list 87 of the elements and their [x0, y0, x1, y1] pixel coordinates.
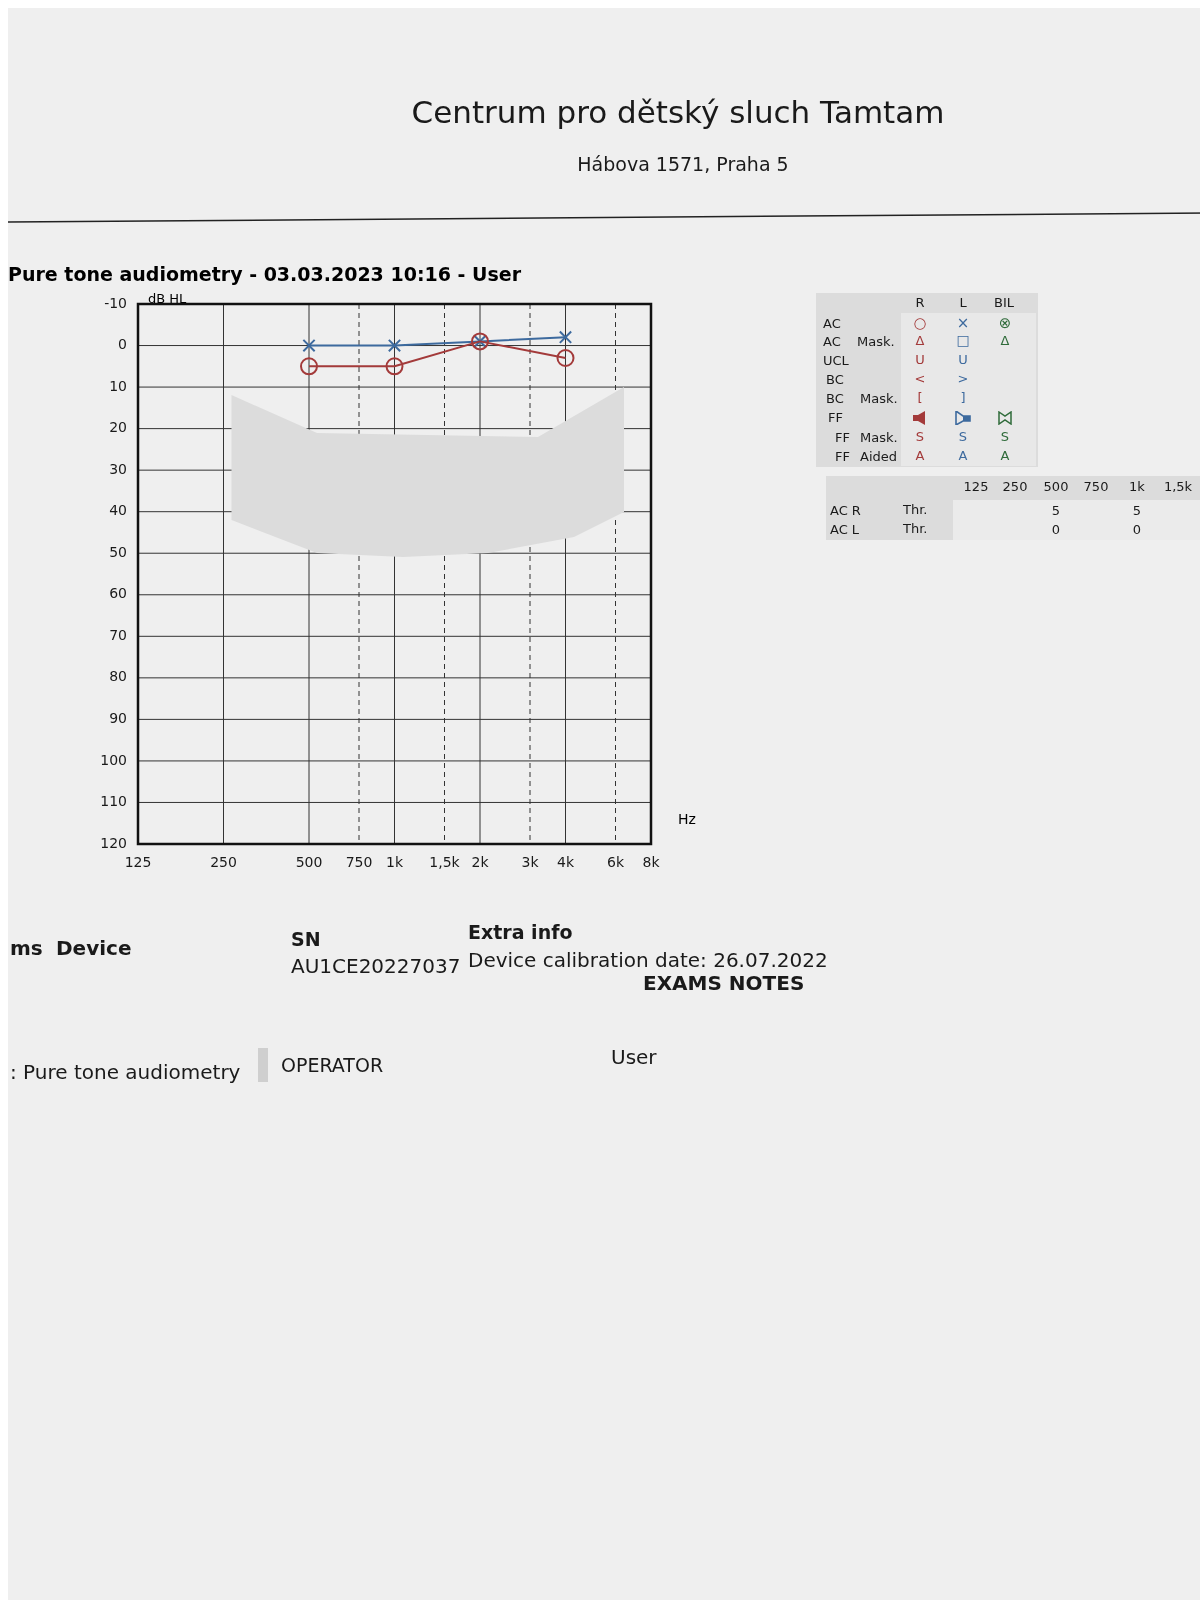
- text: U: [915, 351, 925, 368]
- text: Thr.: [903, 501, 928, 518]
- text: FF: [835, 448, 850, 465]
- x-tick-label: 2k: [471, 854, 490, 871]
- text: AC R: [830, 502, 861, 519]
- text: Δ: [1000, 332, 1010, 349]
- text: 750: [1083, 478, 1109, 495]
- text: 5: [1132, 502, 1142, 519]
- text: AU1CE20227037: [291, 953, 461, 978]
- text: ×: [956, 313, 970, 332]
- y-tick-label: 50: [109, 543, 127, 560]
- x-tick-label: 500: [295, 854, 323, 871]
- text: ⊗: [998, 313, 1012, 332]
- text: 0: [1132, 521, 1142, 538]
- chart-title: Pure tone audiometry - 03.03.2023 10:16 - User: [8, 263, 522, 285]
- text: ○: [913, 313, 927, 332]
- y-tick-label: 40: [109, 502, 127, 519]
- text: □: [956, 332, 970, 350]
- x-tick-label: 4k: [556, 854, 575, 871]
- text: Δ: [915, 332, 925, 349]
- x-tick-label: 1k: [385, 854, 404, 871]
- text: 125: [963, 478, 989, 495]
- text: 5: [1051, 502, 1061, 519]
- text: [: [917, 389, 923, 406]
- text: AC L: [830, 521, 860, 538]
- text: Mask.: [860, 429, 898, 446]
- y-tick-label: -10: [104, 294, 127, 311]
- text: 500: [1043, 478, 1069, 495]
- text: FF: [835, 429, 850, 446]
- text: BIL: [994, 294, 1014, 311]
- x-tick-label: 1,5k: [429, 854, 461, 871]
- y-tick-label: 60: [109, 585, 127, 602]
- text: User: [611, 1044, 657, 1069]
- text: Thr.: [903, 520, 928, 537]
- text: 1k: [1129, 478, 1145, 495]
- text: Device calibration date: 26.07.2022: [468, 947, 828, 972]
- y-tick-label: 90: [109, 710, 127, 727]
- text: AC: [823, 333, 841, 350]
- text: 0: [1051, 521, 1061, 538]
- x-tick-label: 750: [345, 854, 373, 871]
- y-axis-title: dB HL: [148, 291, 187, 306]
- text: >: [957, 370, 969, 387]
- text: Device: [56, 935, 132, 960]
- text: SN: [291, 928, 321, 952]
- y-tick-label: 10: [109, 377, 127, 394]
- text: R: [915, 294, 925, 311]
- text: BC: [826, 371, 844, 388]
- text: S: [958, 428, 968, 445]
- y-tick-label: 20: [109, 419, 127, 436]
- y-tick-label: 70: [109, 626, 127, 643]
- y-tick-label: 30: [109, 460, 127, 477]
- text: AC: [823, 315, 841, 332]
- x-tick-label: 250: [210, 854, 237, 871]
- text: Hábova 1571, Praha 5: [577, 153, 789, 177]
- y-tick-label: 120: [100, 834, 127, 851]
- x-tick-label: 8k: [642, 854, 661, 871]
- text: Centrum pro dětský sluch Tamtam: [411, 93, 945, 131]
- text: EXAMS NOTES: [643, 970, 805, 995]
- text: A: [958, 447, 968, 464]
- text: S: [1000, 428, 1010, 445]
- text: ms: [10, 935, 43, 960]
- y-tick-label: 110: [100, 793, 127, 810]
- text: OPERATOR: [281, 1054, 384, 1078]
- y-tick-label: 80: [109, 668, 127, 685]
- text: Aided: [860, 448, 898, 465]
- text: L: [959, 294, 967, 311]
- text: Mask.: [860, 390, 898, 407]
- text: S: [915, 428, 925, 445]
- text: 250: [1002, 478, 1028, 495]
- text: A: [1000, 447, 1010, 464]
- text: U: [958, 351, 968, 368]
- x-tick-label: 6k: [607, 854, 625, 871]
- x-axis-title: Hz: [678, 811, 696, 827]
- text: Mask.: [857, 333, 895, 350]
- x-tick-label: 125: [124, 854, 152, 871]
- text: BC: [826, 390, 844, 407]
- text: FF: [828, 409, 843, 426]
- text: 1,5k: [1163, 478, 1193, 495]
- text: : Pure tone audiometry: [10, 1059, 241, 1084]
- y-tick-label: 0: [118, 336, 127, 353]
- y-tick-label: 100: [100, 751, 127, 768]
- text: UCL: [823, 352, 849, 369]
- x-tick-label: 3k: [521, 854, 540, 871]
- text: A: [915, 447, 925, 464]
- text: ]: [960, 389, 966, 406]
- text: <: [914, 370, 926, 387]
- text: Extra info: [468, 921, 573, 945]
